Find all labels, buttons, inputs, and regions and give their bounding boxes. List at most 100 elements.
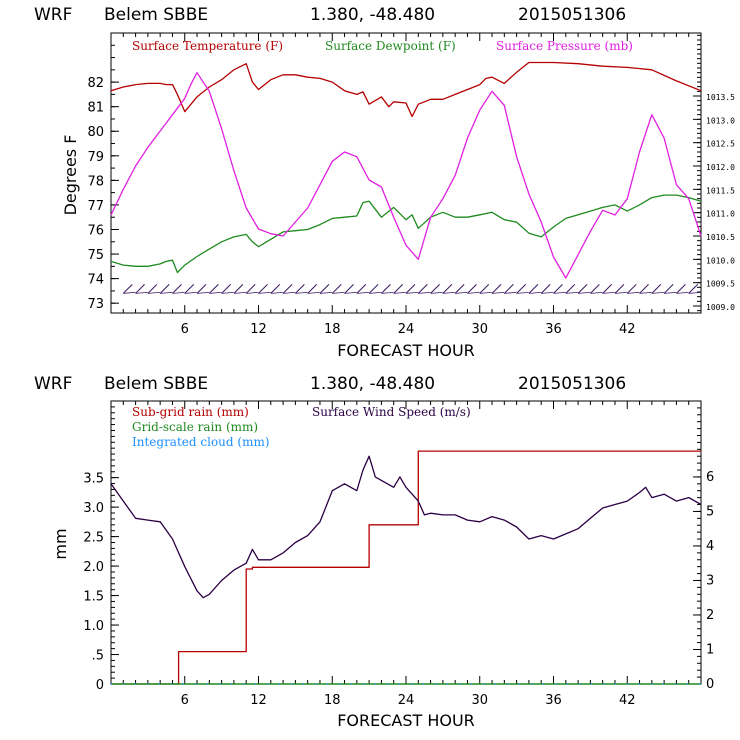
wind-barb [663,283,674,294]
wind-barb [122,283,133,294]
x-tick-label: 42 [619,322,636,337]
wind-barb-staff [627,291,640,294]
wind-barb-staff [516,291,529,294]
legend-surface-wind-speed: Surface Wind Speed (m/s) [312,405,471,419]
wind-barb [172,283,182,294]
x-tick-label: 36 [545,693,562,708]
wind-barb [602,283,613,294]
y-tick-label: 78 [87,174,104,189]
wind-barb-staff [123,291,136,294]
top-ticks [110,32,702,313]
wind-barb [233,283,244,294]
legend-surface-temperature: Surface Temperature (F) [132,39,283,53]
wind-barb-staff [369,291,382,294]
legend-gridscale-rain: Grid-scale rain (mm) [132,420,258,434]
wind-barb [590,283,600,294]
wind-barb-staff [565,291,578,294]
top-wind-barbs [122,283,701,294]
wind-barb-staff [676,291,689,294]
wind-barb-staff [319,291,332,294]
top-legend: Surface Temperature (F) Surface Dewpoint… [132,39,633,53]
bottom-y2-tick-labels: 0 1 2 3 4 5 6 [706,470,714,692]
sub-grid-rain-mm-line [111,450,701,685]
wind-barb [430,283,440,294]
wind-barb-staff [442,291,455,294]
wind-barb-staff [135,291,148,294]
wind-barb-staff [479,291,492,294]
surface-wind-speed-m-s-line [110,455,702,599]
wind-barb [270,283,281,294]
y2-tick-label: 1009.5 [706,280,735,289]
top-title: WRF Belem SBBE 1.380, -48.480 2015051306 [34,5,626,25]
wind-barb-staff [455,291,468,294]
top-series-lines [110,61,702,279]
top-y2-tick-labels: 1009.0 1009.5 1010.0 1010.5 1011.0 1011.5 1012… [706,93,735,312]
y2-tick-label: 4 [706,539,714,554]
wind-barb [381,283,391,294]
x-tick-label: 36 [545,322,562,337]
y2-tick-label: 3 [706,573,714,588]
y-tick-label: 76 [87,223,104,238]
y2-tick-label: 1 [706,642,714,657]
wind-barb-staff [270,291,283,294]
wind-barb-staff [553,291,566,294]
wind-barb [405,283,416,294]
y2-tick-label: 1011.5 [706,186,735,195]
y2-tick-label: 1012.5 [706,140,735,149]
y2-tick-label: 1013.5 [706,93,735,102]
y2-tick-label: 1011.0 [706,210,735,219]
wind-barb-staff [307,291,320,294]
wind-barb-staff [221,291,234,294]
wind-barb-staff [578,291,591,294]
wind-barb-staff [283,291,296,294]
y-tick-label: 2.5 [83,531,104,546]
wind-barb [221,283,231,294]
top-x-axis-label: FORECAST HOUR [337,341,475,360]
wind-barb-staff [381,291,394,294]
wind-barb [368,283,379,294]
y2-tick-label: 1010.0 [706,256,735,265]
y2-tick-label: 1010.5 [706,233,735,242]
wind-barb-staff [651,291,664,294]
top-x-tick-labels: 6 12 18 24 30 36 42 [181,322,636,337]
wind-barb-staff [160,291,173,294]
y-tick-label: 0 [96,678,104,693]
wind-barb-staff [356,291,369,294]
y-tick-label: 80 [87,125,104,140]
wind-barb-staff [528,291,541,294]
wind-barb [282,283,293,294]
y-tick-label: 82 [87,76,104,91]
wind-barb [442,283,453,294]
top-title-coords: 1.380, -48.480 [310,5,435,25]
wind-barb-staff [688,291,701,294]
y-tick-label: 79 [87,150,104,165]
wind-barb-staff [209,291,222,294]
wind-barb [651,283,662,294]
legend-integrated-cloud: Integrated cloud (mm) [132,435,270,449]
wind-barb [626,283,637,294]
y-tick-label: 1.0 [83,619,104,634]
x-tick-label: 6 [181,322,189,337]
surface-pressure-mb-line [110,72,702,279]
legend-surface-dewpoint: Surface Dewpoint (F) [325,39,456,53]
y2-tick-label: 5 [706,504,714,519]
y-tick-label: 75 [87,248,104,263]
wind-barb [331,283,342,294]
wind-barb-staff [639,291,652,294]
wind-barb [688,283,699,294]
x-tick-label: 30 [471,322,488,337]
y-tick-label: 81 [87,101,104,116]
surface-dewpoint-f-line [110,194,702,274]
wind-barb-staff [418,291,431,294]
y2-tick-label: 0 [706,677,714,692]
bottom-y-axis-label: mm [51,528,70,559]
wind-barb-staff [430,291,443,294]
wind-barb [196,283,207,294]
wind-barb-staff [541,291,554,294]
wind-barb [553,283,563,294]
wind-barb [503,283,514,294]
wind-barb-staff [504,291,517,294]
y-tick-label: .5 [92,649,104,664]
wind-barb [528,283,539,294]
wind-barb [639,283,649,294]
